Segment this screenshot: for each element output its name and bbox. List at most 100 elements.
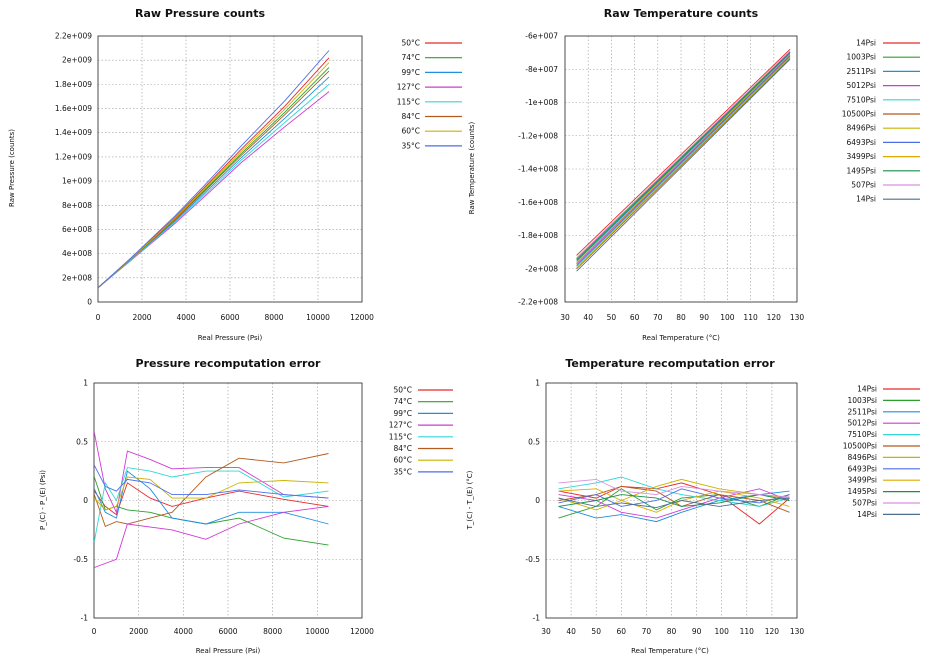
chart2-series-line-5 — [576, 56, 791, 267]
chart3-xtick-label: 4000 — [174, 627, 193, 636]
chart3-legend-label: 115°C — [389, 432, 412, 441]
chart1-ytick-label: 1e+009 — [62, 177, 92, 186]
chart2-xtick-label: 40 — [583, 313, 593, 322]
chart1-legend-label: 99°C — [401, 68, 420, 77]
chart2-legend-label: 507Psi — [851, 181, 876, 190]
chart3-xtick-label: 12000 — [350, 627, 374, 636]
chart3-legend-label: 99°C — [393, 409, 412, 418]
chart1-xtick-label: 8000 — [264, 313, 283, 322]
chart2-series-line-11 — [576, 50, 791, 259]
chart4-title: Temperature recomputation error — [565, 357, 775, 370]
chart2-ytick-label: -1.4e+008 — [518, 165, 558, 174]
chart1-xtick-label: 4000 — [176, 313, 195, 322]
chart2-ytick-label: -1e+008 — [525, 98, 558, 107]
chart4-xtick-label: 100 — [715, 627, 730, 636]
chart1-ytick-label: 0 — [87, 298, 92, 307]
chart4-xtick-label: 50 — [591, 627, 601, 636]
chart1-xtick-label: 2000 — [132, 313, 151, 322]
chart4-xtick-label: 80 — [667, 627, 677, 636]
chart4-ytick-label: -1 — [533, 614, 541, 623]
chart2-title: Raw Temperature counts — [604, 7, 759, 20]
chart1-xtick-label: 10000 — [306, 313, 330, 322]
chart1-ytick-label: 2.2e+009 — [55, 32, 92, 41]
chart4-xtick-label: 40 — [566, 627, 576, 636]
chart4-legend-label: 507Psi — [852, 499, 877, 508]
chart4-series-line-10 — [558, 494, 790, 507]
chart2-ytick-label: -1.8e+008 — [518, 231, 558, 240]
chart2-xtick-label: 90 — [699, 313, 709, 322]
chart2-series-line-8 — [576, 55, 791, 266]
chart2-plot-frame — [564, 35, 798, 303]
chart1-legend-label: 127°C — [397, 83, 420, 92]
chart4-legend-label: 3499Psi — [848, 476, 877, 485]
chart2-xtick-label: 60 — [630, 313, 640, 322]
chart3-ytick-label: -0.5 — [73, 555, 88, 564]
chart2-xtick-label: 120 — [767, 313, 782, 322]
chart3-series-line-4 — [93, 432, 329, 514]
chart4-legend-label: 2511Psi — [848, 407, 877, 416]
chart4-legend-label: 7510Psi — [848, 430, 877, 439]
chart2-xtick-label: 110 — [743, 313, 758, 322]
chart2-xtick-label: 70 — [653, 313, 663, 322]
chart1-ytick-label: 6e+008 — [62, 225, 92, 234]
chart1-legend-label: 60°C — [401, 127, 420, 136]
chart1-ytick-label: 1.4e+009 — [55, 128, 92, 137]
chart3-ytick-label: 0.5 — [76, 437, 88, 446]
chart4-series-line-5 — [558, 476, 790, 507]
chart3-xtick-label: 0 — [92, 627, 97, 636]
chart2-series-line-10 — [576, 52, 791, 261]
chart2-ytick-label: -8e+007 — [525, 65, 558, 74]
chart2-xtick-label: 50 — [607, 313, 617, 322]
chart3-series-line-6 — [93, 453, 329, 528]
chart4-legend-label: 8496Psi — [848, 453, 877, 462]
chart4-legend-label: 1495Psi — [848, 487, 877, 496]
chart1-legend-label: 50°C — [401, 39, 420, 48]
chart2-xtick-label: 80 — [676, 313, 686, 322]
chart4-legend-label: 14Psi — [857, 385, 877, 394]
chart2-xtick-label: 130 — [790, 313, 805, 322]
chart2-ytick-label: -1.2e+008 — [518, 131, 558, 140]
chart3-ytick-label: 0 — [83, 496, 88, 505]
chart4-series-line-8 — [558, 488, 790, 507]
chart2-x-axis-label: Real Temperature (°C) — [642, 334, 720, 342]
chart4-ytick-label: 0.5 — [528, 437, 540, 446]
chart3-xtick-label: 6000 — [218, 627, 237, 636]
chart4-legend-label: 14Psi — [857, 510, 877, 519]
chart1-series-line-5 — [98, 84, 330, 288]
chart4-xtick-label: 70 — [642, 627, 652, 636]
chart4-series-line-4 — [558, 488, 790, 519]
chart2-legend-label: 1495Psi — [847, 166, 876, 175]
chart3-legend-label: 74°C — [393, 397, 412, 406]
chart2-series-line-1 — [576, 48, 791, 256]
chart4-xtick-label: 120 — [765, 627, 780, 636]
chart1-ytick-label: 2e+009 — [62, 56, 92, 65]
chart1-ytick-label: 2e+008 — [62, 273, 92, 282]
chart2-xtick-label: 100 — [720, 313, 735, 322]
chart2-legend-label: 3499Psi — [847, 152, 876, 161]
chart2-legend-label: 10500Psi — [842, 110, 876, 119]
chart1-ytick-label: 1.8e+009 — [55, 80, 92, 89]
chart3-legend-label: 127°C — [389, 421, 412, 430]
chart3-series-line-5 — [93, 467, 329, 542]
chart4-ytick-label: 0 — [535, 496, 540, 505]
chart3-legend-label: 60°C — [393, 456, 412, 465]
chart2-legend-label: 6493Psi — [847, 138, 876, 147]
chart3-series-line-1 — [93, 482, 329, 516]
chart1-ytick-label: 1.2e+009 — [55, 152, 92, 161]
chart3-plot-frame — [93, 382, 363, 619]
chart4-legend-label: 5012Psi — [848, 419, 877, 428]
chart4-ytick-label: -0.5 — [525, 555, 540, 564]
chart3-y-axis-label: P_(C) - P_(E) (Psi) — [39, 470, 47, 530]
chart2-legend-label: 1003Psi — [847, 53, 876, 62]
chart2-y-axis-label: Raw Temperature (counts) — [468, 122, 476, 215]
chart1-series-line-7 — [98, 62, 330, 288]
chart3-ytick-label: 1 — [83, 379, 88, 388]
chart3-xtick-label: 2000 — [129, 627, 148, 636]
chart4-xtick-label: 60 — [617, 627, 627, 636]
chart2-legend-label: 8496Psi — [847, 124, 876, 133]
chart3-series-line-8 — [93, 465, 329, 499]
chart2-series-line-2 — [576, 51, 791, 260]
chart4-series-line-9 — [558, 488, 790, 513]
